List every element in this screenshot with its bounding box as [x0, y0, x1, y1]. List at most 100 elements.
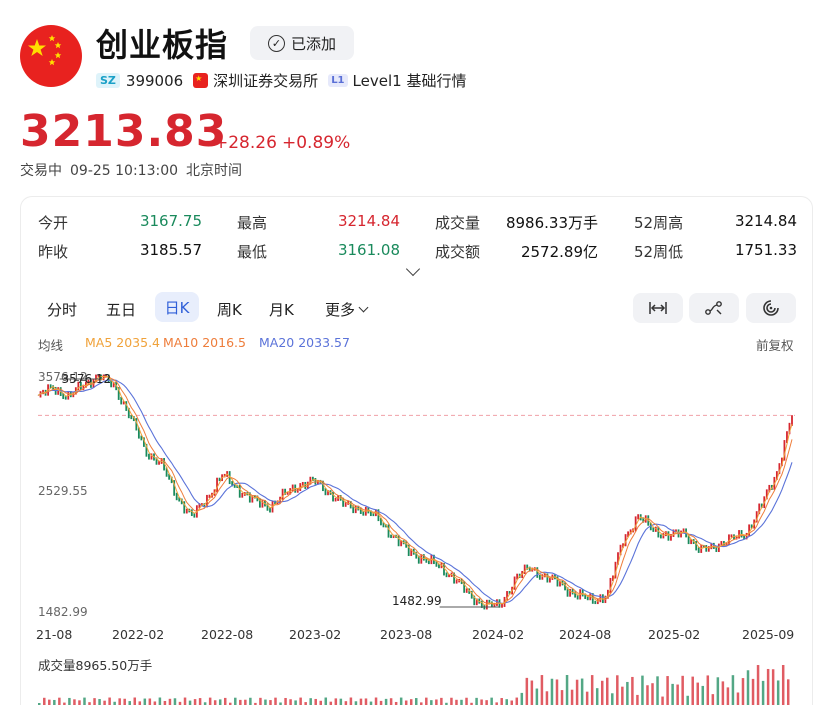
candle: [788, 422, 791, 435]
ma5-line: [37, 376, 793, 606]
candle: [637, 514, 640, 520]
volume-bar: [53, 699, 56, 705]
tab-daily-k[interactable]: 日K: [155, 292, 199, 322]
volume-bar: [721, 681, 725, 705]
candle: [95, 374, 97, 383]
volume-bar: [43, 697, 46, 705]
draw-tool-button[interactable]: [689, 293, 739, 323]
candle: [233, 483, 236, 488]
candle: [372, 513, 375, 517]
adjust-mode[interactable]: 前复权: [756, 338, 794, 353]
candle: [506, 591, 508, 600]
volume-bar: [580, 678, 584, 705]
candle: [390, 534, 392, 539]
candle: [675, 529, 677, 533]
volume-value: 8986.33万手: [505, 214, 598, 232]
candle: [77, 381, 80, 391]
candle: [301, 481, 304, 487]
volume-bar: [666, 676, 669, 705]
min-marker-label: 1482.99: [392, 594, 442, 608]
volume-bar: [409, 699, 413, 705]
candle: [657, 526, 660, 538]
candle: [400, 540, 403, 547]
volume-bar: [545, 691, 549, 705]
candle: [755, 511, 758, 523]
candle: [463, 581, 466, 593]
volume-bar: [208, 697, 212, 705]
volume-bar: [394, 701, 398, 705]
candle: [687, 534, 690, 545]
candle: [715, 545, 718, 553]
volume-bar: [415, 698, 418, 705]
volume-bar: [646, 685, 649, 705]
candle: [775, 471, 778, 480]
volume-bar: [234, 697, 237, 705]
candle: [130, 415, 133, 420]
tab-five-day[interactable]: 五日: [106, 301, 137, 319]
candle: [132, 416, 135, 422]
amount-value: 2572.89亿: [520, 243, 598, 261]
tab-more[interactable]: 更多: [325, 299, 369, 320]
candle: [256, 495, 259, 502]
volume-bar: [374, 697, 378, 705]
candle: [334, 497, 337, 502]
candle: [705, 545, 708, 552]
volume-bar: [515, 697, 519, 705]
volume-bar: [470, 702, 473, 705]
candle: [445, 572, 448, 578]
volume-bar: [98, 699, 101, 705]
volume-bar: [354, 701, 358, 705]
candle: [140, 435, 143, 441]
volume-bar: [420, 702, 423, 705]
volume-bar: [530, 680, 534, 705]
tab-monthly-k[interactable]: 月K: [269, 301, 294, 319]
volume-bar: [244, 699, 247, 705]
candle: [362, 510, 365, 516]
low-value: 3161.08: [337, 241, 400, 259]
candle: [508, 591, 511, 595]
candle: [231, 481, 234, 487]
volume-bar: [123, 698, 126, 705]
y-tick-bottom: 1482.99: [38, 605, 88, 619]
volume-bar: [108, 697, 111, 705]
indicator-tool-button[interactable]: [746, 293, 796, 323]
volume-bar: [711, 694, 715, 705]
candle: [143, 437, 145, 447]
volume-bar: [329, 701, 333, 705]
candle: [49, 384, 52, 389]
max-marker-label: 3576.12: [62, 372, 112, 386]
candle: [720, 541, 723, 547]
candle: [180, 498, 183, 505]
x-tick: 2024-02: [472, 627, 525, 642]
open-value: 3167.75: [139, 212, 202, 230]
volume-bar: [269, 700, 272, 705]
candle: [122, 401, 125, 405]
kline-chart[interactable]: 3576.12 2529.55 1482.99 3576.12 1482.99: [0, 355, 828, 625]
x-tick: 21-08: [36, 627, 73, 642]
volume-bar: [83, 697, 86, 705]
candle: [102, 374, 105, 381]
tab-intraday[interactable]: 分时: [47, 301, 78, 319]
volume-bar: [183, 697, 187, 705]
candle: [97, 374, 100, 378]
volume-bar: [188, 700, 192, 705]
candle: [586, 595, 589, 601]
candle: [702, 544, 705, 549]
range-tool-button[interactable]: [633, 293, 683, 323]
volume-bar: [540, 675, 544, 705]
volume-bar: [525, 677, 529, 705]
candle: [516, 573, 519, 580]
candle: [523, 564, 526, 574]
candle: [710, 542, 713, 550]
candle: [241, 492, 244, 498]
added-watchlist-button[interactable]: ✓ 已添加: [250, 26, 354, 60]
volume-bar: [595, 688, 599, 705]
market-tag: SZ: [96, 73, 120, 88]
candle: [170, 476, 173, 484]
volume-bar: [339, 698, 343, 705]
volume-bar: [756, 665, 760, 705]
candle: [417, 555, 420, 564]
tab-weekly-k[interactable]: 周K: [217, 301, 242, 319]
candle: [286, 491, 289, 495]
candle: [284, 488, 287, 495]
